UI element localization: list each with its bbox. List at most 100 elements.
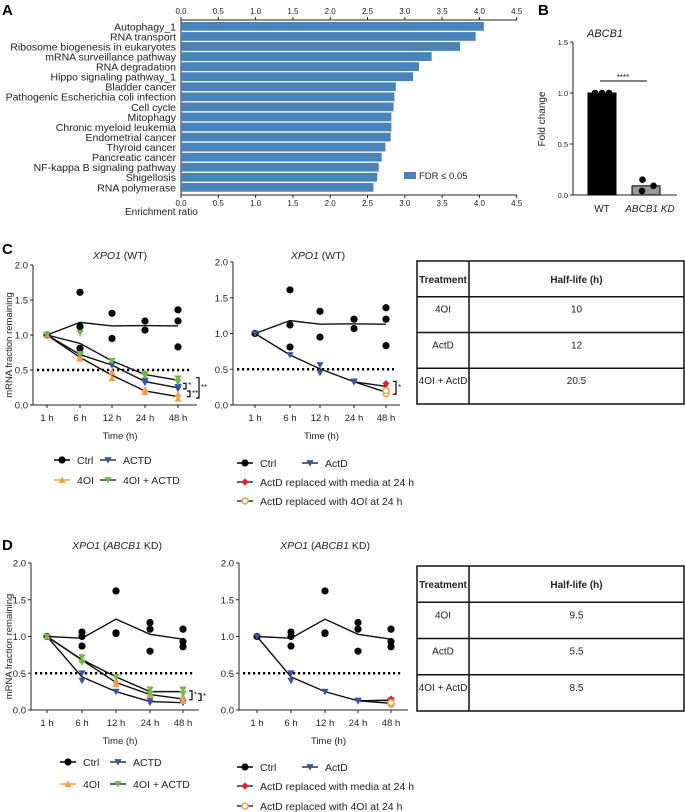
x-tick-label: 6 h <box>284 718 297 729</box>
category-label: Pancreatic cancer <box>92 152 177 164</box>
top-tick-label: 0.0 <box>175 7 187 16</box>
data-point <box>179 697 187 705</box>
table-cell: ActD <box>432 647 454 658</box>
data-point <box>316 369 324 377</box>
y-tick-label: 1.5 <box>221 595 234 606</box>
table-cell: 10 <box>571 305 583 316</box>
legend-label: ActD <box>325 458 348 470</box>
category-label: RNA polymerase <box>97 182 176 194</box>
data-point <box>179 643 187 651</box>
bottom-tick-label: 0.5 <box>213 199 225 208</box>
table-d-half-life: Treatment Half-life (h) 4OI 9.5 ActD 5.5 4OI +… <box>416 565 685 712</box>
data-point <box>382 379 390 388</box>
bar <box>181 132 391 142</box>
data-point <box>108 368 116 375</box>
data-point <box>141 317 149 325</box>
significance-bracket <box>189 690 193 701</box>
category-label: Pathogenic Escherichia coli infection <box>6 92 177 104</box>
data-point <box>174 306 182 314</box>
table-cell: 20.5 <box>567 376 587 387</box>
series-line-actd-replaced-with-4oi-at-24-h <box>353 381 387 393</box>
legend-marker <box>104 457 112 464</box>
data-point <box>179 686 187 694</box>
category-label: Hippo signaling pathway_1 <box>50 72 176 84</box>
bar <box>181 32 476 41</box>
data-point <box>146 690 154 698</box>
data-point <box>76 323 84 331</box>
title-condition: ABCB1 <box>106 540 141 552</box>
x-tick-label: 24 h <box>141 718 160 729</box>
y-axis-label: mRNA fraction remaining <box>4 292 15 398</box>
y-tick-label: 1.0 <box>15 331 28 342</box>
data-point <box>179 638 187 646</box>
legend-marker <box>64 780 72 787</box>
y-tick-label: 0.5 <box>558 140 568 149</box>
bottom-tick-label: 1.0 <box>250 199 262 208</box>
bottom-tick-label: 0.0 <box>175 199 187 208</box>
x-axis-label: Enrichment ratio <box>125 207 198 218</box>
table-cell: 12 <box>571 340 583 351</box>
data-point <box>76 351 84 358</box>
significance-bracket <box>198 693 202 702</box>
top-tick-label: 2.5 <box>362 7 374 16</box>
data-point <box>112 680 120 688</box>
data-point <box>174 386 182 393</box>
y-tick-label: 0.5 <box>221 669 234 680</box>
title-gene: XPO1 <box>92 250 121 262</box>
data-point <box>316 333 324 341</box>
data-point <box>382 342 390 350</box>
table-cell: 5.5 <box>570 647 584 658</box>
data-point <box>321 629 329 638</box>
category-label: Chronic myeloid leukemia <box>56 122 176 134</box>
top-tick-label: 1.5 <box>287 7 299 16</box>
legend-label: ActD replaced with 4OI at 24 h <box>260 496 403 508</box>
legend-marker <box>241 802 249 810</box>
data-point <box>354 625 362 633</box>
y-tick-label: 2.0 <box>13 559 26 570</box>
data-point <box>179 690 187 698</box>
data-point <box>174 379 182 386</box>
bar <box>181 72 414 82</box>
x-tick-label: 48 h <box>382 718 401 729</box>
x-tick-label: 1 h <box>40 413 53 424</box>
data-point <box>112 674 120 681</box>
panel-label-d: D <box>2 537 13 554</box>
top-tick-label: 2.0 <box>325 7 337 16</box>
data-point <box>350 315 358 323</box>
bar <box>181 82 396 92</box>
legend-label: 4OI <box>77 475 94 487</box>
bar <box>181 92 395 102</box>
y-tick-label: 0.5 <box>15 366 28 377</box>
significance-label: * <box>398 383 401 392</box>
x-axis-label: Time (h) <box>102 736 137 747</box>
y-tick-label: 1.0 <box>558 89 568 98</box>
data-point <box>108 334 116 343</box>
data-point <box>387 698 395 707</box>
y-tick-label: 1.0 <box>221 632 234 643</box>
x-tick-label: 24 h <box>136 413 155 424</box>
data-point <box>350 324 358 333</box>
data-point <box>146 618 154 627</box>
data-point <box>354 698 362 705</box>
data-point <box>146 699 154 707</box>
y-tick-label: 0.5 <box>13 669 26 680</box>
data-point <box>174 390 182 398</box>
table-c-half-life: Treatment Half-life (h) 4OI 10 ActD 12 4OI + A… <box>416 260 685 405</box>
data-point <box>354 618 362 627</box>
category-label: Ribosome biogenesis in eukaryotes <box>10 41 176 53</box>
data-point <box>639 176 646 183</box>
data-point <box>286 352 294 359</box>
data-point <box>286 343 294 351</box>
bottom-tick-label: 4.0 <box>474 199 486 208</box>
significance-bracket <box>183 382 187 390</box>
data-point <box>146 686 154 694</box>
data-point <box>146 625 154 633</box>
bar <box>181 102 394 112</box>
legend-label: Ctrl <box>77 455 93 467</box>
legend-label: FDR ≤ 0.05 <box>419 171 468 182</box>
bar <box>181 22 484 31</box>
bar <box>181 42 461 51</box>
y-tick-label: 1.0 <box>13 632 26 643</box>
series-line-actd-replaced-with-media-at-24-h <box>353 381 387 388</box>
